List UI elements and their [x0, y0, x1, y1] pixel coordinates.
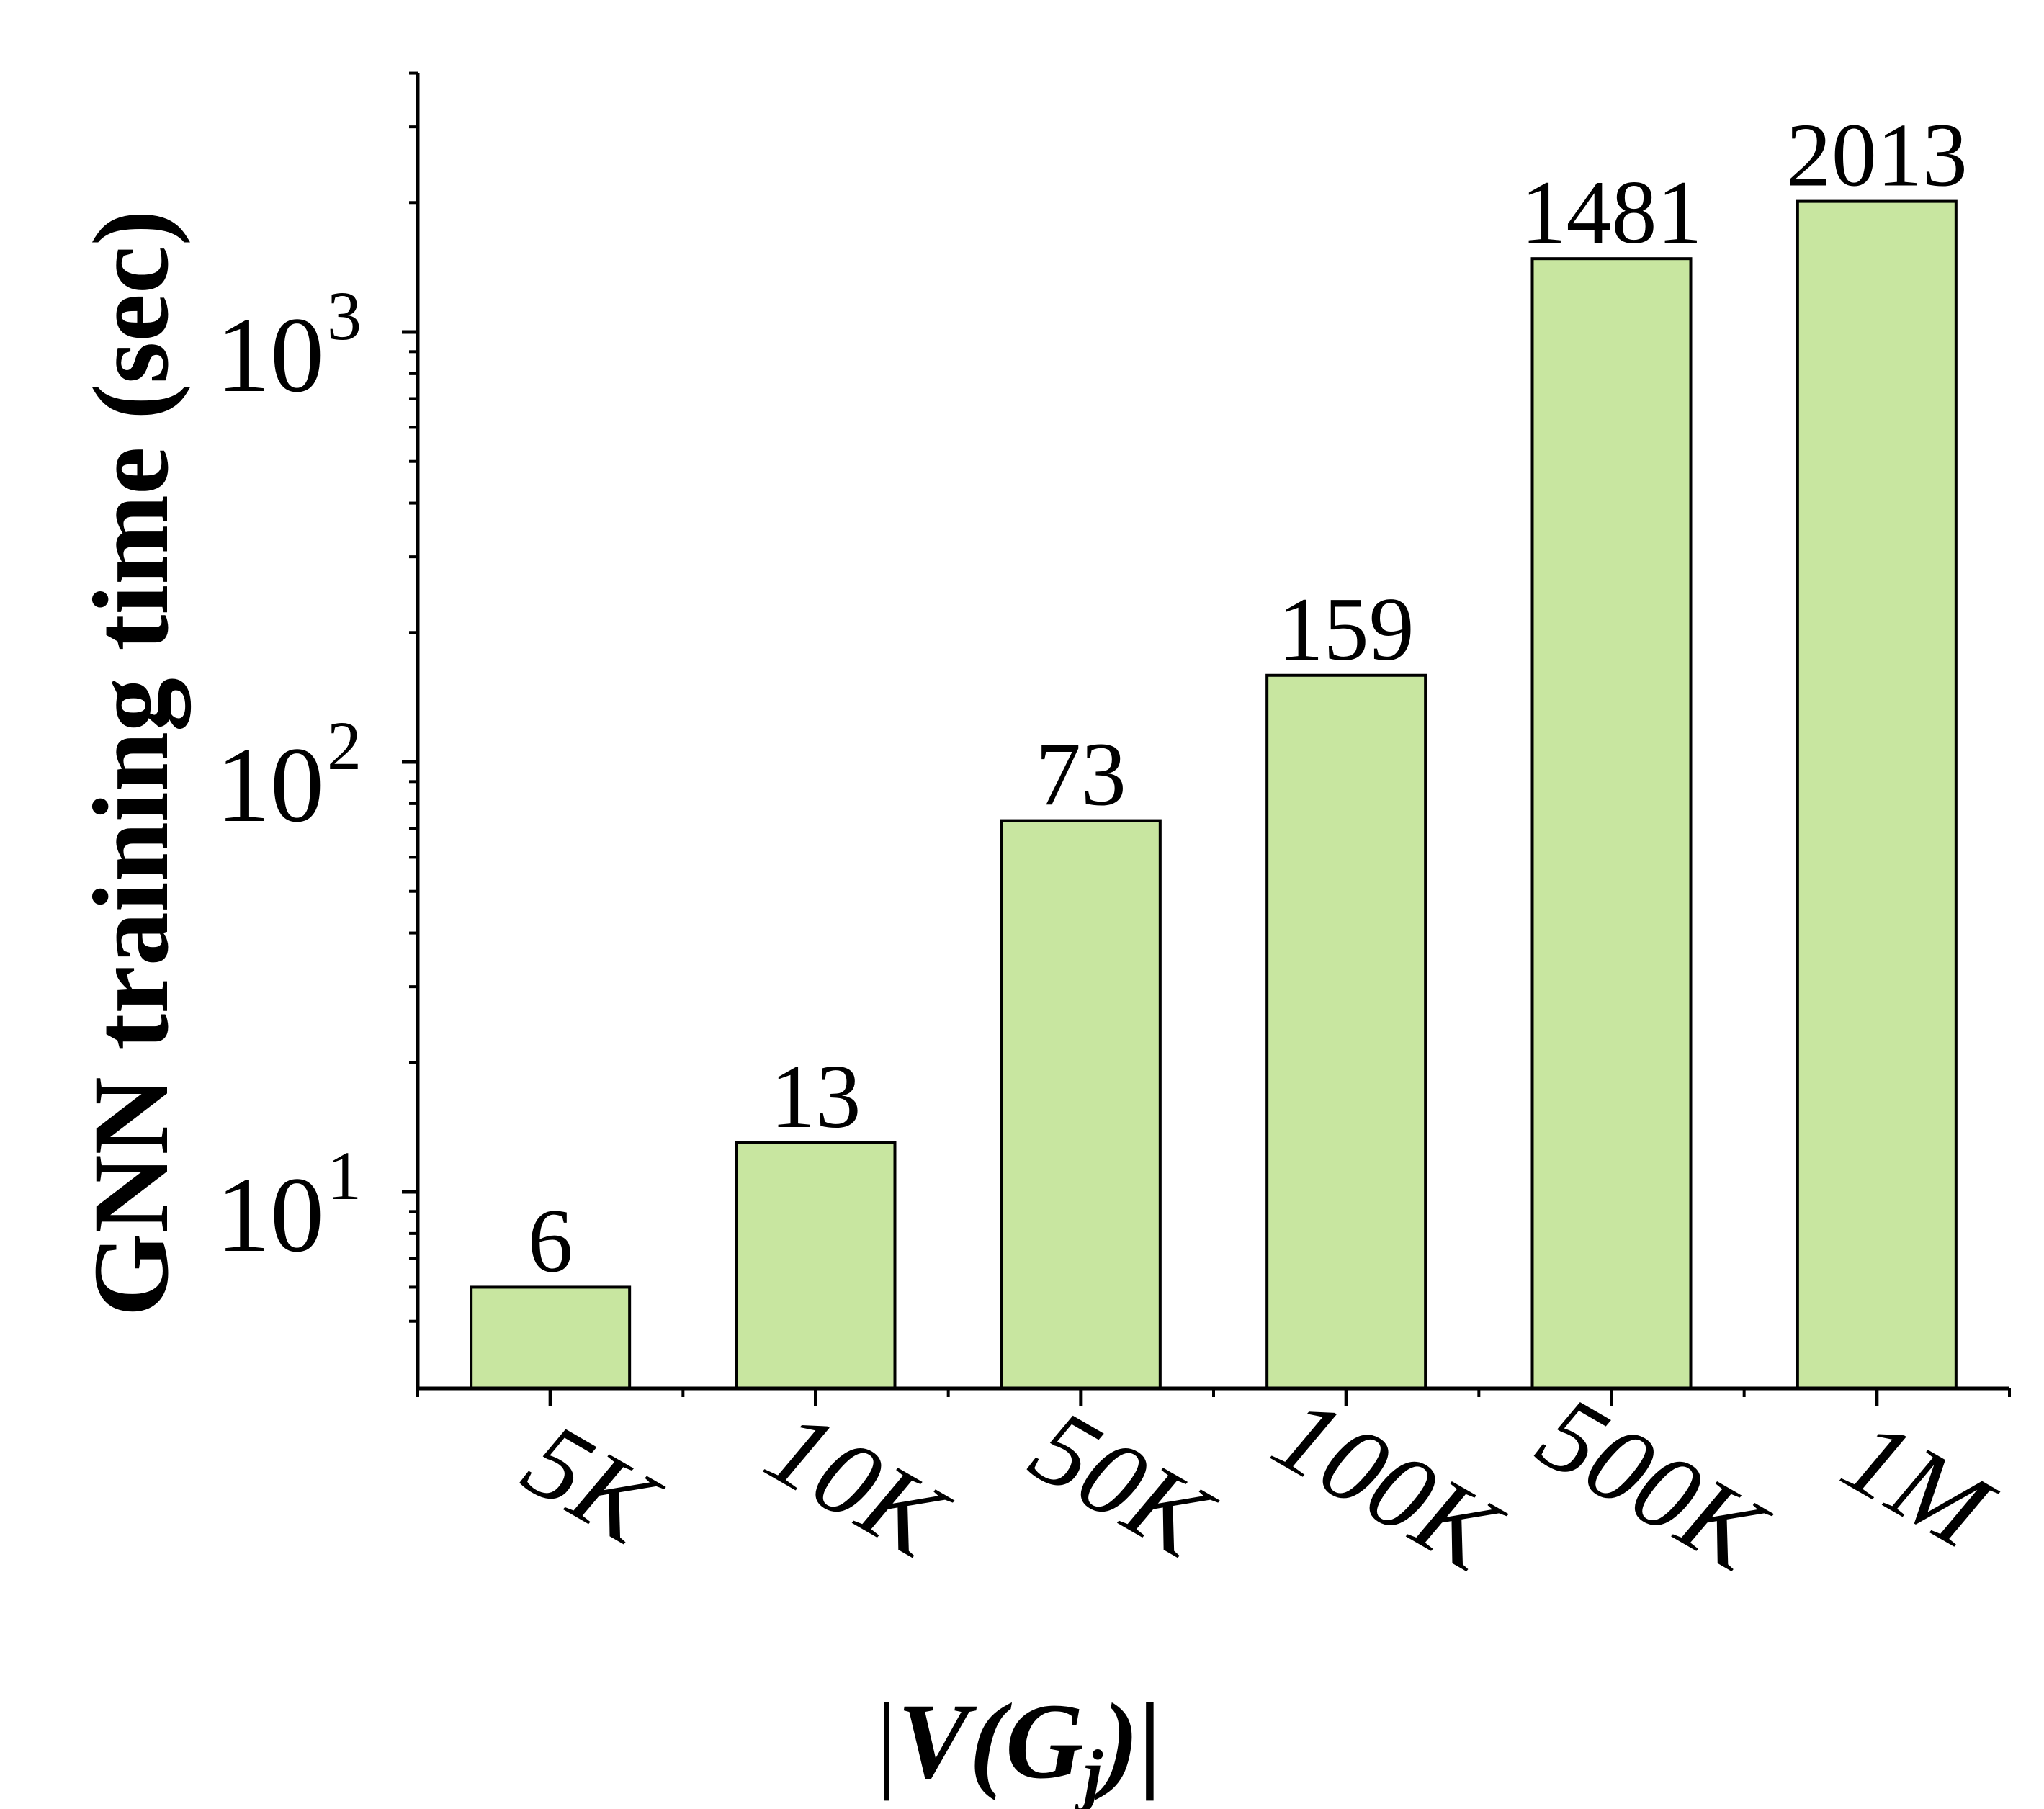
- y-axis-title: GNN training time (sec): [71, 210, 191, 1316]
- bar-1M: [1796, 199, 1958, 1391]
- x-tick-label-100K: 100K: [1255, 1373, 1522, 1597]
- x-axis-title-close: )|: [1094, 1682, 1162, 1801]
- x-axis-title-v: V: [897, 1682, 977, 1801]
- data-label-10K: 13: [771, 1047, 861, 1147]
- x-axis-title-open-paren: (: [969, 1682, 1012, 1801]
- x-axis-title-prefix: |: [876, 1682, 897, 1801]
- x-tick-label-10K: 10K: [748, 1386, 968, 1582]
- y-tick-label-10: 10: [216, 1155, 324, 1275]
- x-axis-title-g: G: [1005, 1682, 1083, 1801]
- x-tick-label-5K: 5K: [506, 1400, 679, 1569]
- bar-500K: [1530, 257, 1693, 1391]
- bar-5K: [470, 1285, 632, 1391]
- bar-50K: [1000, 819, 1162, 1391]
- bars-group: [470, 199, 1958, 1391]
- value-labels-group: 6 13 73 159 1481 2013: [528, 106, 1968, 1292]
- bar-100K: [1265, 673, 1427, 1390]
- x-tick-label-500K: 500K: [1520, 1373, 1787, 1597]
- y-tick-label-100: 10: [216, 725, 324, 845]
- data-label-1M: 2013: [1786, 106, 1968, 206]
- y-tick-exponent-1000: 3: [327, 277, 362, 354]
- bar-10K: [735, 1141, 897, 1390]
- x-tick-label-1M: 1M: [1824, 1396, 2013, 1574]
- y-tick-exponent-100: 2: [327, 707, 362, 784]
- x-axis-title: |V(Gj)|: [876, 1682, 1162, 1809]
- x-tick-label-50K: 50K: [1013, 1386, 1233, 1582]
- data-label-500K: 1481: [1521, 163, 1703, 263]
- y-tick-exponent-10: 1: [327, 1137, 362, 1214]
- y-tick-label-1000: 10: [216, 295, 324, 415]
- data-label-100K: 159: [1278, 580, 1415, 680]
- x-ticks-group: 5K 10K 50K 100K 500K 1M: [416, 1373, 2013, 1597]
- axes-group: [416, 73, 2009, 1391]
- data-label-5K: 6: [528, 1191, 573, 1291]
- data-label-50K: 73: [1036, 725, 1126, 825]
